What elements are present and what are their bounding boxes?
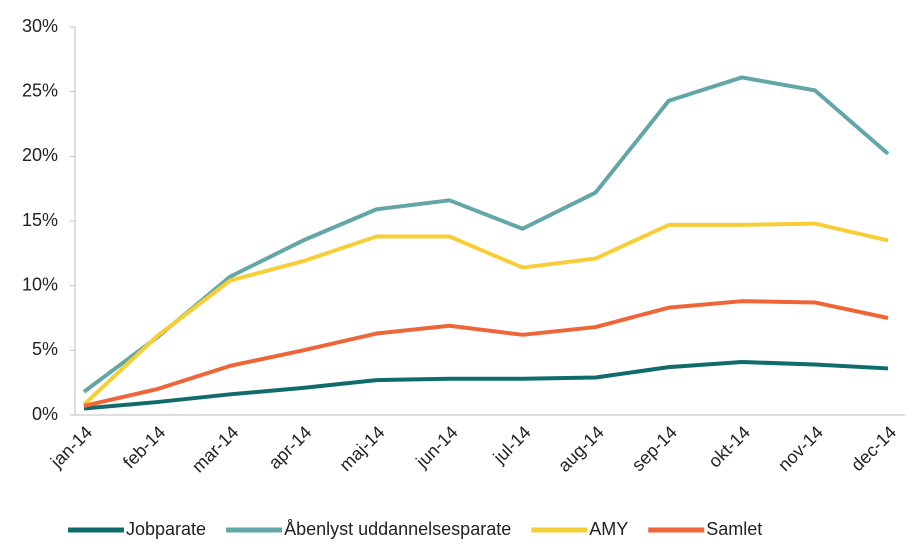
- x-tick-label: maj-14: [335, 422, 388, 475]
- legend-label: Åbenlyst uddannelsesparate: [284, 519, 511, 539]
- series-line: [82, 221, 889, 407]
- series-line: [83, 359, 889, 411]
- y-tick-label: 0%: [32, 404, 58, 424]
- y-tick-label: 5%: [32, 339, 58, 359]
- x-tick-label: feb-14: [119, 422, 169, 472]
- x-tick-label: nov-14: [774, 422, 827, 475]
- y-tick-label: 20%: [22, 145, 58, 165]
- x-tick-label: okt-14: [704, 422, 754, 472]
- legend-label: Samlet: [706, 519, 762, 539]
- x-tick-label: jan-14: [46, 422, 96, 472]
- x-tick-label: jun-14: [411, 422, 461, 472]
- y-tick-label: 10%: [22, 274, 58, 294]
- x-tick-label: aug-14: [554, 422, 608, 476]
- series-line: [82, 75, 890, 394]
- y-tick-label: 30%: [22, 16, 58, 36]
- x-tick-label: apr-14: [265, 422, 316, 473]
- legend-label: AMY: [589, 519, 628, 539]
- x-tick-label: dec-14: [847, 422, 900, 475]
- y-tick-label: 25%: [22, 80, 58, 100]
- x-tick-label: jul-14: [489, 422, 535, 468]
- x-tick-label: sep-14: [628, 422, 681, 475]
- legend-label: Jobparate: [126, 519, 206, 539]
- y-tick-label: 15%: [22, 210, 58, 230]
- series-line: [83, 299, 889, 408]
- x-tick-label: mar-14: [188, 422, 242, 476]
